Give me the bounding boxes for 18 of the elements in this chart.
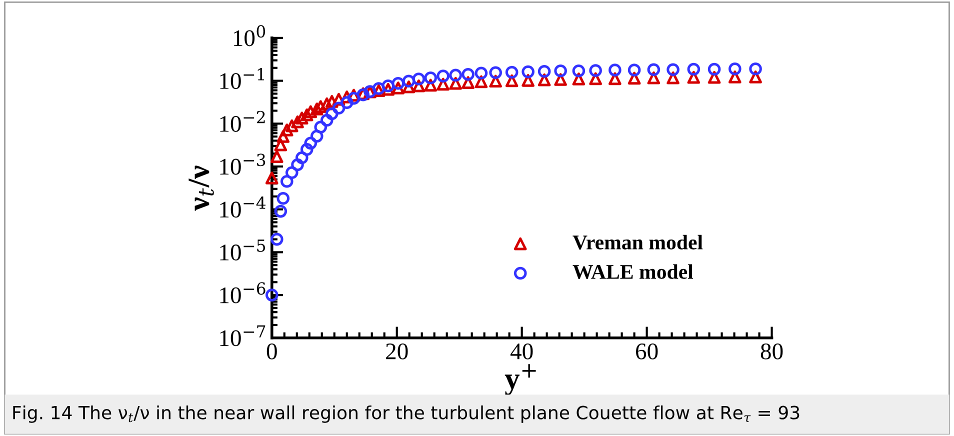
legend-label: WALE model [572, 264, 694, 280]
y-tick-label: 10$^{−6}$ [220, 282, 266, 304]
x-tick-label: 80 [760, 343, 783, 360]
y-tick-label: 10$^{−1}$ [220, 68, 264, 90]
y-tick-label: 10$^{0}$ [234, 25, 266, 46]
x-axis-title: y$^{+}$ [504, 364, 536, 396]
x-tick-label: 0 [266, 343, 277, 360]
x-tick-label: 40 [510, 343, 533, 360]
caption: Fig. 14 The ν$_{t}$/ν in the near wall region for the turbulent plane Couette flow at Re$_{τ}$ = 93 [13, 405, 800, 423]
y-tick-label: 10$^{−4}$ [220, 196, 266, 218]
x-tick-label: 20 [386, 343, 408, 360]
y-axis-title: ν$_{t}$/ν [188, 166, 214, 211]
y-tick-label: 10$^{−3}$ [220, 154, 266, 175]
y-tick-label: 10$^{−5}$ [220, 240, 266, 260]
x-tick-label: 60 [636, 343, 658, 360]
y-tick-label: 10$^{−7}$ [220, 325, 266, 346]
legend-label: Vreman model [572, 234, 703, 250]
y-tick-label: 10$^{−2}$ [220, 110, 265, 132]
